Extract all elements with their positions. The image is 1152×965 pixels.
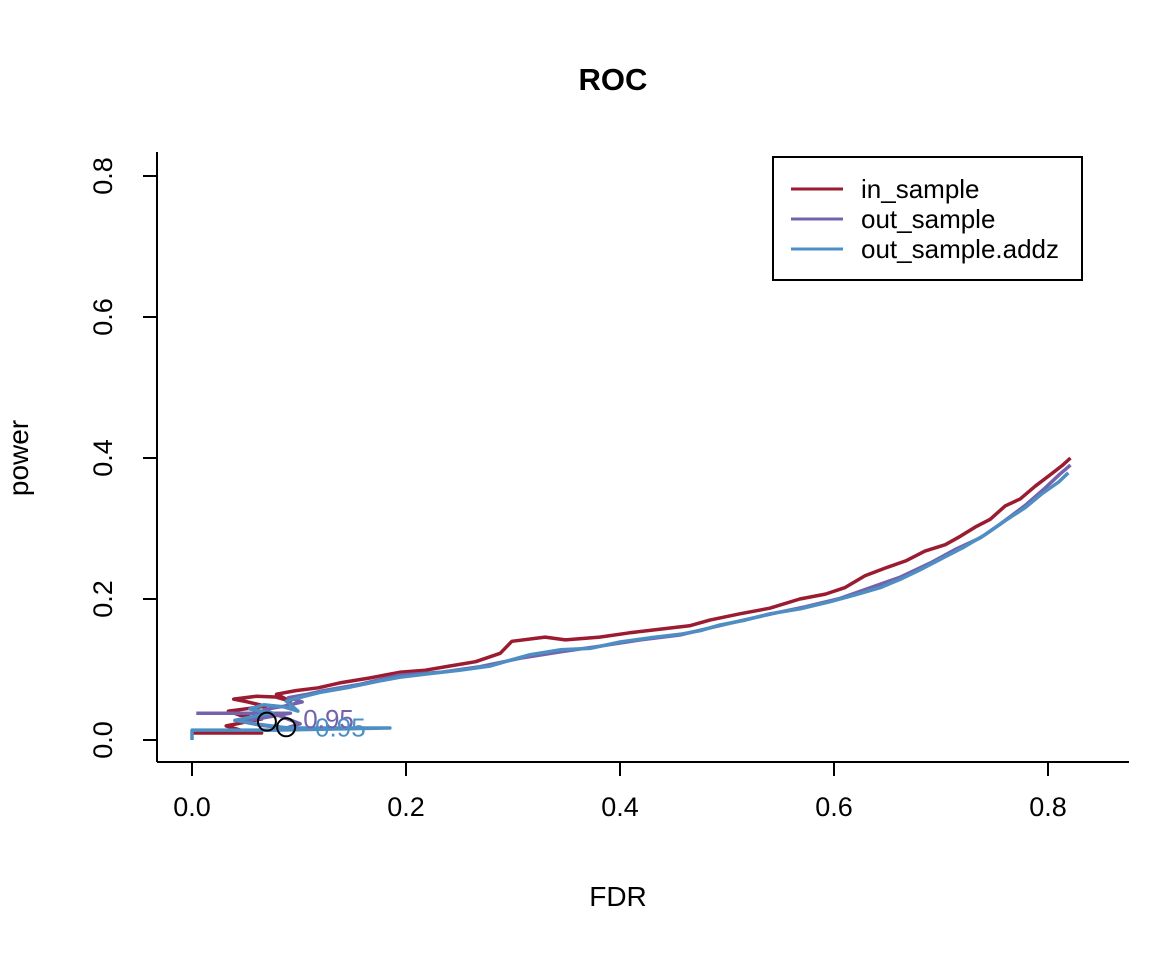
x-tick-label: 0.8 [1029, 792, 1067, 822]
cutoff-markers [256, 711, 297, 738]
x-tick-label: 0.4 [601, 792, 639, 822]
y-tick-label: 0.4 [88, 439, 118, 477]
y-tick-label: 0.6 [88, 298, 118, 336]
threshold-labels: 0.950.95 [303, 704, 365, 742]
y-axis-label: power [3, 420, 34, 496]
x-axis-label: FDR [589, 881, 647, 912]
y-tick-label: 0.0 [88, 721, 118, 759]
y-tick-label: 0.8 [88, 157, 118, 195]
threshold-label: 0.95 [303, 704, 354, 734]
y-axis-ticks: 0.0 0.2 0.4 0.6 0.8 [88, 157, 157, 759]
chart-title: ROC [579, 62, 648, 97]
legend-label-out_sample: out_sample [861, 204, 995, 234]
x-tick-label: 0.6 [815, 792, 853, 822]
cutoff-circle [276, 717, 297, 738]
x-axis-ticks: 0.0 0.2 0.4 0.6 0.8 [173, 762, 1067, 822]
curve-out_sample.addz [190, 471, 1070, 740]
x-tick-label: 0.0 [173, 792, 211, 822]
x-tick-label: 0.2 [387, 792, 425, 822]
threshold-label: 0.95 [315, 712, 366, 742]
cutoff-circle [256, 711, 277, 732]
y-tick-label: 0.2 [88, 580, 118, 618]
legend-label-in_sample: in_sample [861, 174, 980, 204]
legend-label-out_sample.addz: out_sample.addz [861, 234, 1059, 264]
legend-box [772, 156, 1083, 281]
curve-out_sample [196, 463, 1072, 730]
roc-curves [190, 456, 1072, 740]
